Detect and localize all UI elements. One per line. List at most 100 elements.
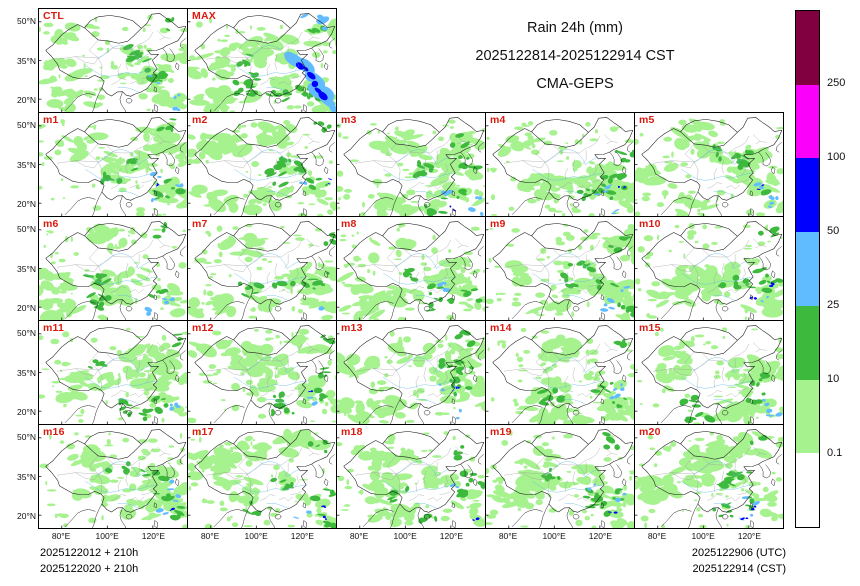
x-tick-label: 80°E: [498, 531, 518, 541]
precipitation-map: [39, 113, 187, 216]
precipitation-map: [188, 425, 336, 528]
panel-m10: m10: [634, 216, 784, 321]
panel-label: m14: [490, 322, 512, 334]
y-tick-label: 20°N: [17, 94, 36, 105]
panel-label: m5: [639, 114, 655, 126]
precipitation-map: [635, 217, 783, 320]
panel-label: m4: [490, 114, 506, 126]
panel-label: m17: [192, 426, 214, 438]
axis-ticks: [188, 333, 303, 424]
y-tick-label: 35°N: [17, 471, 36, 482]
panel-CTL: CTL: [38, 8, 188, 113]
x-tick-label: 120°E: [588, 531, 613, 541]
footer-init-times: 2025122012 + 210h 2025122020 + 210h: [40, 545, 138, 577]
axis-ticks: [486, 125, 601, 216]
y-tick-label: 50°N: [17, 120, 36, 131]
panel-m15: m15: [634, 320, 784, 425]
valid-time-cst: 2025122914 (CST): [692, 563, 786, 575]
axis-ticks: [188, 437, 303, 528]
y-tick-label: 35°N: [17, 159, 36, 170]
precipitation-map: [337, 217, 485, 320]
panel-label: m19: [490, 426, 512, 438]
panel-m12: m12: [187, 320, 337, 425]
y-tick-label: 35°N: [17, 55, 36, 66]
axis-ticks: [635, 333, 750, 424]
panel-label: m20: [639, 426, 661, 438]
axis-ticks: [188, 21, 303, 112]
x-tick-label: 80°E: [349, 531, 369, 541]
panel-m4: m4: [485, 112, 635, 217]
precipitation-map: [486, 217, 634, 320]
y-tick-label: 20°N: [17, 198, 36, 209]
x-tick-label: 100°E: [542, 531, 566, 541]
panel-label: m13: [341, 322, 363, 334]
panel-m8: m8: [336, 216, 486, 321]
colorbar-segment: [796, 305, 819, 380]
axis-ticks: [39, 437, 154, 528]
colorbar-tick-label: 100: [827, 151, 846, 163]
precipitation-map: [635, 425, 783, 528]
panel-label: m2: [192, 114, 208, 126]
title-variable: Rain 24h (mm): [527, 20, 623, 36]
panel-MAX: MAX: [187, 8, 337, 113]
panel-m14: m14: [485, 320, 635, 425]
precipitation-map: [635, 321, 783, 424]
precipitation-map: [39, 9, 187, 112]
panel-m18: m18: [336, 424, 486, 529]
x-tick-label: 120°E: [439, 531, 464, 541]
precipitation-map: [39, 425, 187, 528]
precipitation-map: [188, 9, 336, 112]
precipitation-map: [188, 113, 336, 216]
panel-label: CTL: [43, 10, 65, 22]
panel-label: m11: [43, 322, 65, 334]
precipitation-map: [486, 321, 634, 424]
axis-ticks: [635, 437, 750, 528]
axis-ticks: [486, 437, 601, 528]
colorbar-segment: [796, 84, 819, 159]
precipitation-map: [486, 113, 634, 216]
y-tick-label: 20°N: [17, 406, 36, 417]
panel-label: m12: [192, 322, 214, 334]
precipitation-map: [188, 217, 336, 320]
axis-ticks: [39, 229, 154, 320]
panel-m17: m17: [187, 424, 337, 529]
axis-ticks: [39, 125, 154, 216]
colorbar-tick-label: 250: [827, 77, 846, 89]
panel-label: MAX: [192, 10, 216, 22]
axis-ticks: [39, 333, 154, 424]
panel-label: m16: [43, 426, 65, 438]
axis-ticks: [337, 333, 452, 424]
axis-ticks: [486, 333, 601, 424]
init-time-2: 2025122020 + 210h: [40, 563, 139, 575]
x-tick-label: 100°E: [95, 531, 119, 541]
x-tick-label: 80°E: [647, 531, 667, 541]
panel-m6: m6: [38, 216, 188, 321]
panel-label: m18: [341, 426, 363, 438]
x-tick-label: 80°E: [200, 531, 220, 541]
x-tick-label: 80°E: [51, 531, 71, 541]
panel-m20: m20: [634, 424, 784, 529]
panel-label: m7: [192, 218, 208, 230]
x-tick-label: 100°E: [244, 531, 268, 541]
panel-label: m6: [43, 218, 59, 230]
panel-label: m10: [639, 218, 661, 230]
panel-m19: m19: [485, 424, 635, 529]
colorbar-segment: [796, 453, 819, 528]
panel-m11: m11: [38, 320, 188, 425]
x-tick-label: 100°E: [691, 531, 715, 541]
title-valid-period: 2025122814-2025122914 CST: [475, 48, 675, 64]
x-tick-label: 120°E: [141, 531, 166, 541]
panel-m3: m3: [336, 112, 486, 217]
title-model: CMA-GEPS: [536, 76, 614, 92]
panel-m2: m2: [187, 112, 337, 217]
panel-m13: m13: [336, 320, 486, 425]
precipitation-map: [337, 113, 485, 216]
colorbar-segment: [796, 11, 819, 85]
precipitation-map: [188, 321, 336, 424]
x-tick-label: 100°E: [393, 531, 417, 541]
axis-ticks: [188, 229, 303, 320]
panel-label: m1: [43, 114, 59, 126]
colorbar-segment: [796, 158, 819, 233]
panel-m5: m5: [634, 112, 784, 217]
